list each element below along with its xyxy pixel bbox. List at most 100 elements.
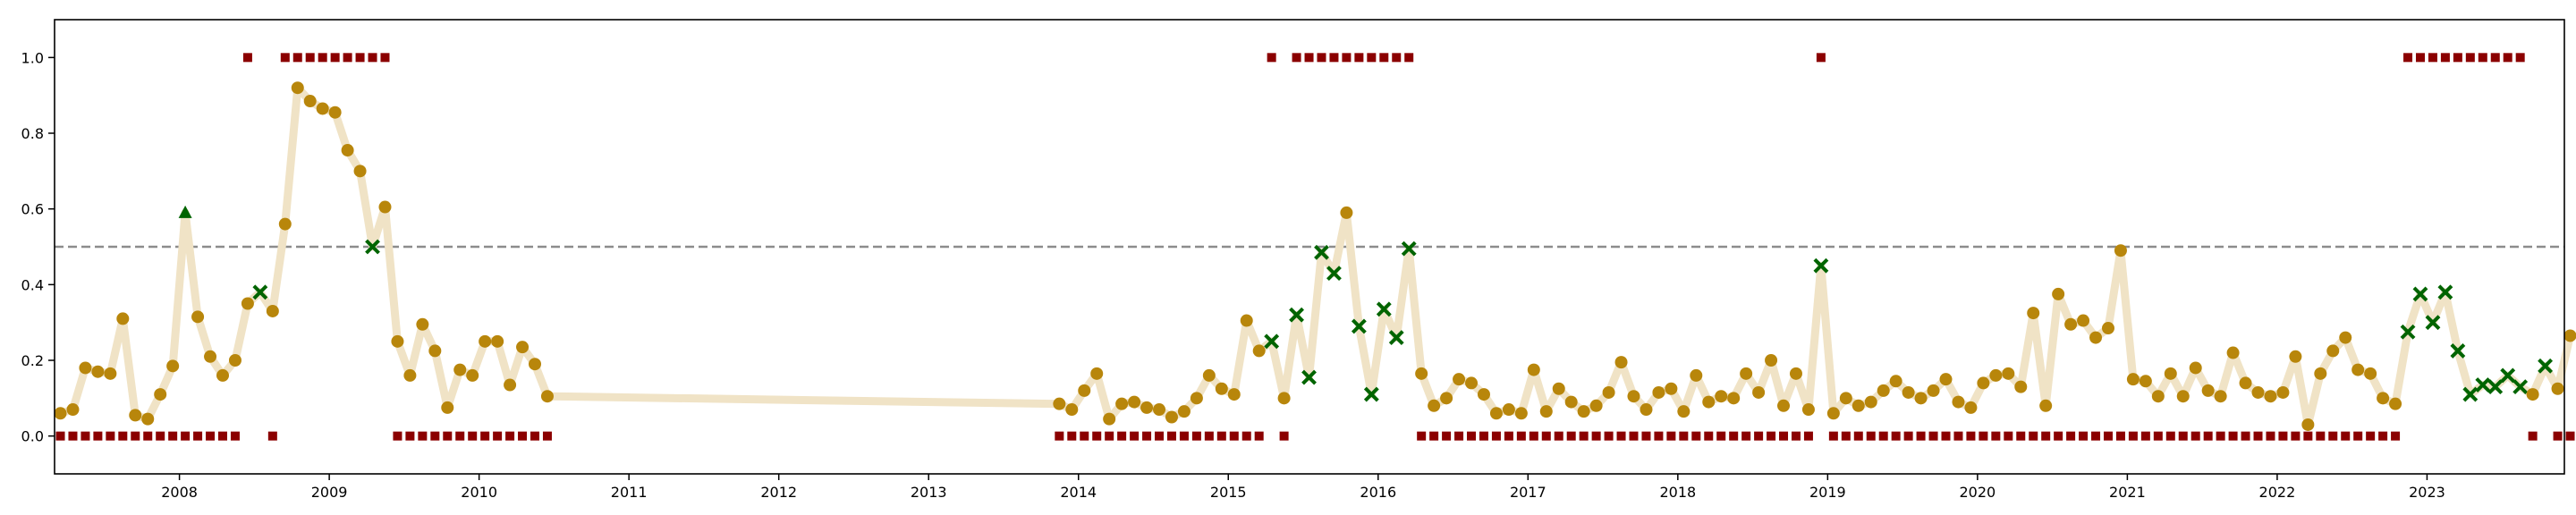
data-point [1514,407,1528,420]
flag-marker [318,53,327,63]
flag-marker [443,431,453,441]
flag-marker [1541,431,1551,441]
cross-point [1376,301,1392,317]
data-point [1453,373,1466,386]
data-point [2389,397,2402,410]
flag-marker [1067,431,1077,441]
flag-marker [292,53,302,63]
cross-point [2487,379,2504,395]
data-point [516,341,530,354]
cross-point [252,284,268,300]
data-point [2301,418,2315,431]
data-point [391,334,404,348]
data-point [1927,384,1940,397]
data-point [1902,385,1915,399]
flag-marker [405,431,415,441]
flag-marker [1379,53,1389,63]
flag-marker [1966,431,1976,441]
data-point [1053,397,1066,410]
flag-marker [2153,431,2163,441]
data-point [1740,367,1753,380]
data-point [2126,373,2140,386]
flag-markers [55,53,2575,441]
data-point [1914,392,1928,405]
data-point [1652,385,1665,399]
data-point [216,368,229,382]
flag-marker [2016,431,2026,441]
flag-marker [1392,53,1402,63]
data-point [2176,390,2190,403]
flag-marker [2303,431,2313,441]
flag-marker [1704,431,1714,441]
data-point [1564,395,1578,409]
flag-marker [1092,431,1102,441]
flag-marker [1142,431,1152,441]
data-point [2089,331,2103,344]
flag-marker [93,431,103,441]
cross-point [365,239,380,255]
flag-marker [2478,53,2487,63]
data-point [441,401,454,414]
flag-marker [1866,431,1876,441]
cross-point [2475,377,2491,393]
data-point [453,363,467,376]
cross-point [1363,386,1379,402]
data-point [466,368,479,382]
x-tick-label: 2010 [461,484,497,501]
flag-marker [2278,431,2288,441]
cross-point [2450,343,2466,359]
flag-marker [1254,431,1264,441]
y-tick-label: 0.6 [21,201,44,218]
flag-marker [1767,431,1776,441]
data-point [2351,363,2365,376]
data-point [2151,390,2165,403]
flag-marker [1591,431,1601,441]
cross-point [1401,241,1417,257]
flag-marker [2453,53,2462,63]
data-point [2201,384,2215,397]
flag-marker [267,431,277,441]
flag-marker [1504,431,1513,441]
flag-marker [1229,431,1239,441]
data-point [1801,403,1815,417]
triangle-point [178,205,192,218]
flag-marker [2041,431,2051,441]
flag-marker [1279,431,1289,441]
data-point [278,217,292,231]
flag-marker [1404,53,1414,63]
data-point [2077,314,2090,327]
flag-marker [2366,431,2376,441]
flag-marker [1941,431,1951,441]
data-point [1702,395,1716,409]
flag-marker [280,53,290,63]
data-point [266,304,279,317]
flag-marker [2054,431,2063,441]
data-point [1428,399,1441,412]
data-point [341,144,354,157]
x-tick-label: 2008 [161,484,198,501]
flag-marker [2253,431,2263,441]
data-point [2002,367,2015,380]
flag-marker [156,431,165,441]
flag-marker [2203,431,2213,441]
flag-marker [1554,431,1563,441]
data-point [2027,307,2040,320]
flag-marker [1629,431,1639,441]
flag-marker [1803,431,1813,441]
data-point [1153,403,1166,417]
data-point [1964,401,1978,414]
data-point [2114,244,2127,258]
x-axis: 2008 2009 2010 2011 2012 2013 2014 2015 2016 2017… [161,474,2445,501]
flag-marker [2490,53,2500,63]
data-point [1140,401,1154,414]
data-point [1415,367,1428,380]
x-tick-label: 2014 [1060,484,1097,501]
flag-marker [242,53,252,63]
y-tick-label: 1.0 [21,49,44,66]
point-markers [54,81,2576,431]
data-point [1765,354,1778,367]
data-point [2226,346,2240,359]
flag-marker [2565,431,2575,441]
flag-marker [1691,431,1701,441]
